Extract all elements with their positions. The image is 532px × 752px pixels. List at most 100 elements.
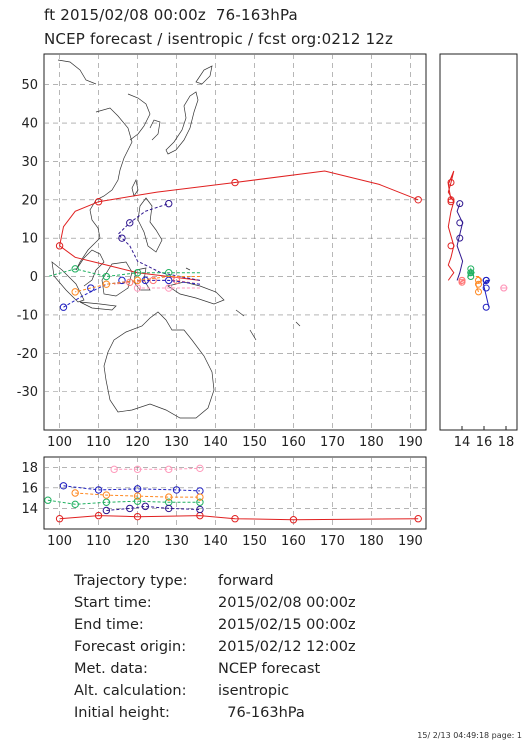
x-tick-label: 110 — [86, 435, 111, 450]
bottom-x-tick-label: 140 — [203, 534, 228, 549]
trajectory-marker — [71, 288, 79, 296]
bottom-trajectory-marker — [414, 515, 422, 523]
info-value: 2015/02/08 00:00z — [218, 595, 356, 611]
bottom-trajectory-marker — [102, 506, 111, 515]
side-trajectory-marker — [447, 198, 455, 206]
bottom-trajectory-marker — [196, 498, 204, 506]
x-tick-label: 160 — [281, 435, 306, 450]
bottom-trajectory-line — [63, 485, 200, 492]
side-tick-label: 14 — [454, 435, 471, 450]
bottom-trajectory-marker — [196, 493, 204, 501]
bottom-trajectory-marker — [71, 489, 79, 497]
bottom-trajectory-marker — [172, 486, 181, 494]
bottom-trajectory-line — [75, 492, 200, 498]
trajectory-marker — [172, 276, 181, 285]
side-trajectory-marker — [500, 284, 508, 292]
trajectory-marker — [126, 219, 134, 227]
height-side-panel — [439, 53, 518, 431]
footer-timestamp: 15/ 2/13 04:49:18 page: 1 — [417, 731, 522, 740]
info-value: 2015/02/12 12:00z — [218, 639, 356, 655]
info-row: Start time: 2015/02/08 00:00z — [74, 592, 356, 614]
side-trajectory-marker — [456, 219, 464, 227]
trajectory-marker — [165, 276, 173, 285]
side-trajectory-marker — [458, 276, 466, 284]
bottom-trajectory-marker — [289, 516, 298, 524]
bottom-x-tick-label: 110 — [86, 534, 111, 549]
trajectory-marker — [414, 196, 422, 204]
trajectory-marker — [165, 199, 173, 208]
info-value: isentropic — [218, 683, 290, 699]
trajectory-marker — [87, 284, 95, 292]
info-value: 76-163hPa — [218, 705, 305, 721]
bottom-trajectory-marker — [133, 485, 142, 493]
y-tick-label: -20 — [17, 347, 38, 362]
y-tick-label: 20 — [21, 193, 38, 208]
info-label: Alt. calculation: — [74, 683, 187, 699]
trajectory-line — [117, 203, 200, 281]
side-trajectory-marker — [475, 288, 482, 296]
side-trajectory-marker — [482, 303, 490, 311]
trajectory-line — [63, 279, 200, 308]
info-row: Forecast origin: 2015/02/12 12:00z — [74, 636, 356, 658]
y-tick-label: 30 — [21, 155, 38, 170]
info-label: Forecast origin: — [74, 639, 187, 655]
trajectory-marker — [118, 234, 126, 242]
side-trajectory-marker — [482, 284, 490, 292]
side-trajectory-line — [456, 203, 464, 281]
info-label: Trajectory type: — [74, 573, 188, 589]
info-value: 2015/02/15 00:00z — [218, 617, 356, 633]
y-tick-label: 10 — [21, 232, 38, 247]
bottom-trajectory-marker — [133, 492, 142, 500]
map-panel-frame — [43, 53, 427, 431]
y-tick-label: 40 — [21, 117, 38, 132]
bottom-trajectory-line — [59, 515, 419, 521]
bottom-trajectory-line — [106, 505, 200, 511]
side-trajectory-marker — [456, 234, 464, 242]
bottom-trajectory-marker — [102, 491, 111, 499]
y-tick-label: -30 — [17, 385, 38, 400]
bottom-x-tick-label: 170 — [320, 534, 345, 549]
bottom-trajectory-marker — [44, 496, 52, 504]
chart-title: ft 2015/02/08 00:00z 76-163hPa — [44, 6, 298, 24]
bottom-y-tick-label: 18 — [21, 461, 38, 476]
trajectory-marker — [133, 284, 142, 292]
bottom-trajectory-marker — [94, 486, 103, 494]
trajectory-marker — [59, 303, 68, 311]
bottom-trajectory-marker — [196, 464, 204, 473]
side-trajectory-marker — [475, 276, 482, 284]
bottom-trajectory-line — [114, 467, 200, 470]
info-label: End time: — [74, 617, 144, 633]
side-trajectories — [447, 170, 508, 311]
info-value: forward — [218, 573, 274, 589]
side-trajectory-marker — [467, 273, 475, 281]
trajectory-line — [47, 268, 200, 278]
y-tick-label: 50 — [21, 78, 38, 93]
trajectory-marker — [165, 284, 173, 292]
bottom-trajectory-marker — [165, 504, 173, 513]
side-trajectory-line — [447, 170, 455, 281]
y-tick-label: 0 — [30, 270, 38, 285]
side-axis: 14 16 18 — [454, 426, 514, 450]
side-trajectory-marker — [467, 265, 475, 273]
x-tick-label: 150 — [242, 435, 267, 450]
bottom-trajectory-marker — [94, 511, 103, 520]
side-trajectory-marker — [447, 242, 455, 250]
side-tick-label: 16 — [476, 435, 493, 450]
trajectory-line — [59, 170, 419, 281]
info-row: Trajectory type: forward — [74, 570, 356, 592]
trajectory-info: Trajectory type: forward Start time: 2015/0… — [74, 570, 356, 724]
trajectory-marker — [102, 280, 111, 288]
coastlines — [51, 59, 301, 419]
info-label: Start time: — [74, 595, 152, 611]
bottom-trajectory-marker — [55, 515, 64, 523]
bottom-y-tick-label: 14 — [21, 502, 38, 517]
x-tick-label: 140 — [203, 435, 228, 450]
bottom-axis: 100 110 120 130 140 150 160 170 180 190 14 16 18 — [21, 461, 422, 549]
trajectory-marker — [94, 198, 103, 206]
height-bottom-panel — [43, 456, 427, 530]
x-tick-label: 100 — [47, 435, 72, 450]
info-row: Initial height: 76-163hPa — [74, 702, 356, 724]
info-label: Met. data: — [74, 661, 148, 677]
trajectory-marker — [133, 268, 142, 277]
